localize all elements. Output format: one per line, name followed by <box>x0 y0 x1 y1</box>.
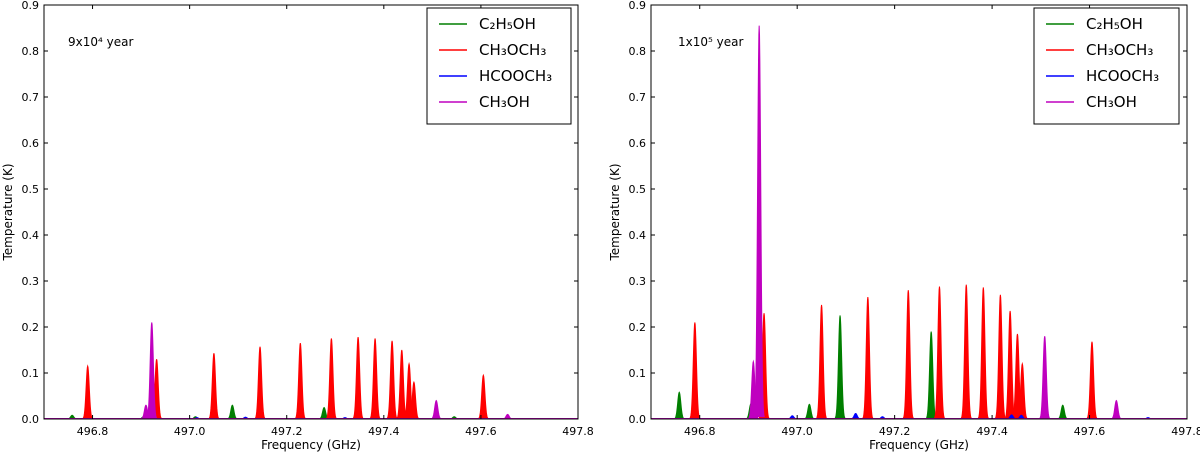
y-tick-label: 0.8 <box>22 45 40 58</box>
x-tick-label: 497.0 <box>781 425 813 438</box>
peak-2-8 <box>977 287 990 419</box>
y-tick-label: 0.4 <box>629 229 647 242</box>
peak-1-3 <box>804 403 815 419</box>
peak-2-10 <box>1004 310 1016 419</box>
y-axis-label: Temperature (K) <box>1 163 15 261</box>
y-tick-label: 0.2 <box>22 321 40 334</box>
legend-label-1: C₂H₅OH <box>1086 15 1143 33</box>
peak-2-5 <box>902 290 915 419</box>
peak-2-12 <box>1016 361 1029 419</box>
x-tick-label: 497.0 <box>174 425 206 438</box>
peak-2-12 <box>407 380 421 419</box>
y-tick-label: 0.6 <box>22 137 40 150</box>
legend-label-4: CH₃OH <box>1086 93 1137 111</box>
peak-4-3 <box>431 399 442 419</box>
legend-box <box>426 7 572 125</box>
age-annotation: 1x10⁵ year <box>678 35 743 49</box>
y-tick-label: 0.0 <box>629 413 647 426</box>
plot-area <box>44 322 578 419</box>
peak-2-6 <box>933 286 946 419</box>
y-tick-label: 0.8 <box>629 45 647 58</box>
chart-panel-2: 496.8 497.0 497.2 497.4 497.6 497.8 0.0 0.1 0.2 0… <box>608 0 1200 452</box>
x-tick-label: 496.8 <box>77 425 109 438</box>
peak-2-8 <box>369 338 382 419</box>
peak-2-9 <box>994 294 1007 419</box>
x-tick-label: 497.6 <box>1074 425 1106 438</box>
peak-2-4 <box>862 297 874 419</box>
x-axis-label: Frequency (GHz) <box>869 438 969 452</box>
legend-label-3: HCOOCH₃ <box>1086 67 1159 85</box>
y-tick-label: 0.3 <box>22 275 40 288</box>
peak-2-6 <box>325 338 338 419</box>
y-tick-label: 0.9 <box>629 0 647 12</box>
x-axis-label: Frequency (GHz) <box>261 438 361 452</box>
peak-2-13 <box>477 373 490 419</box>
peak-2-5 <box>294 343 307 419</box>
peak-2-7 <box>352 337 365 419</box>
peak-2-1 <box>81 364 94 419</box>
peak-1-4 <box>834 315 846 419</box>
peak-4-2 <box>145 322 158 419</box>
legend-label-4: CH₃OH <box>479 93 530 111</box>
y-tick-label: 0.7 <box>22 91 40 104</box>
x-tick-label: 496.8 <box>684 425 716 438</box>
y-axis-label: Temperature (K) <box>608 163 622 261</box>
x-tick-label: 497.4 <box>368 425 400 438</box>
x-tick-label: 497.8 <box>1171 425 1200 438</box>
peak-2-10 <box>395 349 408 419</box>
peak-1-1 <box>674 391 685 419</box>
axes-frame <box>650 4 1188 420</box>
legend: C₂H₅OH CH₃OCH₃ HCOOCH₃ CH₃OH <box>426 7 572 125</box>
age-annotation: 9x10⁴ year <box>68 35 133 49</box>
y-tick-label: 0.6 <box>629 137 647 150</box>
peak-2-9 <box>386 340 399 419</box>
legend-label-1: C₂H₅OH <box>479 15 536 33</box>
x-tick-label: 497.6 <box>465 425 497 438</box>
peak-4-2 <box>753 25 765 418</box>
legend-label-2: CH₃OCH₃ <box>1086 41 1153 59</box>
legend-label-2: CH₃OCH₃ <box>479 41 546 59</box>
y-tick-label: 0.4 <box>22 229 40 242</box>
peak-4-3 <box>1038 336 1051 419</box>
y-tick-label: 0.5 <box>629 183 647 196</box>
legend-box <box>1033 7 1180 125</box>
y-tick-label: 0.1 <box>22 367 40 380</box>
plot-area <box>651 25 1187 419</box>
peak-2-3 <box>207 353 220 419</box>
x-tick-label: 497.4 <box>976 425 1008 438</box>
y-tick-label: 0.3 <box>629 275 647 288</box>
peak-2-13 <box>1086 341 1098 419</box>
y-tick-label: 0.5 <box>22 183 40 196</box>
y-tick-label: 0.7 <box>629 91 647 104</box>
x-tick-label: 497.2 <box>271 425 303 438</box>
legend-label-3: HCOOCH₃ <box>479 67 552 85</box>
chart-panel-1: 496.8 497.0 497.2 497.4 497.6 497.8 0.0 0.1 0.2 0… <box>1 0 594 452</box>
peak-2-1 <box>688 322 701 419</box>
peak-2-3 <box>815 304 828 419</box>
y-tick-label: 0.9 <box>22 0 40 12</box>
peak-4-4 <box>1111 399 1122 419</box>
peak-1-4 <box>227 404 238 419</box>
y-tick-label: 0.1 <box>629 367 647 380</box>
legend: C₂H₅OH CH₃OCH₃ HCOOCH₃ CH₃OH <box>1033 7 1180 125</box>
peak-2-4 <box>254 346 267 419</box>
peak-1-6 <box>1057 404 1068 419</box>
peak-1-5 <box>925 331 938 419</box>
y-tick-label: 0.0 <box>22 413 40 426</box>
axes-frame <box>43 4 579 420</box>
y-tick-label: 0.2 <box>629 321 647 334</box>
x-tick-label: 497.8 <box>562 425 594 438</box>
peak-2-7 <box>960 284 973 419</box>
x-tick-label: 497.2 <box>879 425 911 438</box>
